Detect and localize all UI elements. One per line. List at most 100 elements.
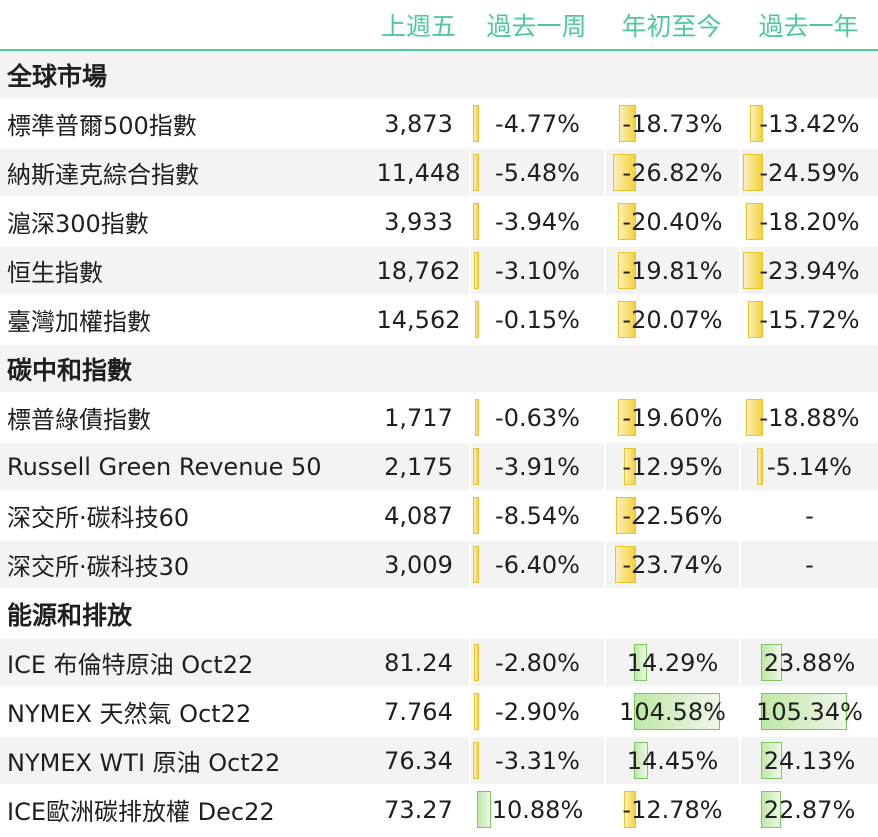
past-week-text: -2.80%	[495, 648, 580, 677]
past-week-bar	[473, 252, 479, 289]
past-week-cell: -6.40%	[469, 541, 604, 590]
past-year-text: -	[805, 550, 814, 579]
ytd-bar	[615, 546, 636, 583]
last-friday-value: 73.27	[368, 786, 469, 835]
last-friday-value: 3,873	[368, 100, 469, 149]
past-week-text: -3.91%	[495, 452, 580, 481]
past-year-cell: 23.88%	[739, 639, 878, 688]
past-year-text: -18.20%	[759, 207, 860, 236]
last-friday-value: 11,448	[368, 149, 469, 198]
past-week-text: -8.54%	[495, 501, 580, 530]
past-year-cell: -18.88%	[739, 394, 878, 443]
past-year-cell: -15.72%	[739, 296, 878, 345]
past-year-text: -15.72%	[759, 305, 860, 334]
last-friday-value: 14,562	[368, 296, 469, 345]
index-name: 恒生指數	[0, 247, 368, 296]
ytd-cell: -12.78%	[604, 786, 739, 835]
ytd-bar	[618, 399, 636, 436]
ytd-bar	[618, 252, 636, 289]
past-week-text: -0.63%	[495, 403, 580, 432]
past-week-bar	[473, 154, 479, 191]
past-year-cell: -5.14%	[739, 443, 878, 492]
past-week-text: -5.48%	[495, 158, 580, 187]
table-row: 深交所·碳科技30 3,009 -6.40% -23.74% -	[0, 541, 878, 590]
ytd-cell: -20.40%	[604, 198, 739, 247]
ytd-cell: 14.45%	[604, 737, 739, 786]
past-week-bar	[473, 742, 479, 779]
past-year-bar	[761, 791, 782, 828]
index-name: 納斯達克綜合指數	[0, 149, 368, 198]
past-week-cell: 10.88%	[469, 786, 604, 835]
table-row: NYMEX 天然氣 Oct22 7.764 -2.90% 104.58% 105.34%	[0, 688, 878, 737]
section-empty-cell	[739, 590, 878, 639]
past-year-text: -	[805, 501, 814, 530]
index-name: 標準普爾500指數	[0, 100, 368, 149]
past-year-text: -24.59%	[759, 158, 860, 187]
past-year-bar	[761, 742, 783, 779]
index-name: 臺灣加權指數	[0, 296, 368, 345]
section-empty-cell	[469, 345, 604, 394]
past-year-text: 105.34%	[756, 697, 863, 726]
past-year-bar	[761, 693, 848, 730]
ytd-bar	[634, 742, 648, 779]
ytd-bar	[623, 791, 636, 828]
index-name: Russell Green Revenue 50	[0, 443, 368, 492]
last-friday-value: 1,717	[368, 394, 469, 443]
ytd-text: -12.78%	[622, 795, 723, 824]
ytd-bar	[623, 448, 636, 485]
ytd-cell: -20.07%	[604, 296, 739, 345]
past-week-bar	[473, 203, 479, 240]
past-week-cell: -4.77%	[469, 100, 604, 149]
past-year-text: -5.14%	[767, 452, 852, 481]
past-year-text: 22.87%	[763, 795, 856, 824]
ytd-text: -22.56%	[622, 501, 723, 530]
header-past-week: 過去一周	[469, 0, 604, 51]
past-year-bar	[746, 203, 763, 240]
past-year-bar	[743, 154, 763, 191]
section-empty-cell	[368, 590, 469, 639]
ytd-bar	[617, 301, 636, 338]
past-year-cell: 22.87%	[739, 786, 878, 835]
past-year-cell: -24.59%	[739, 149, 878, 198]
past-year-text: 24.13%	[763, 746, 856, 775]
table-row: 臺灣加權指數 14,562 -0.15% -20.07% -15.72%	[0, 296, 878, 345]
section-title: 全球市場	[0, 51, 368, 100]
ytd-bar	[634, 693, 720, 730]
past-week-text: -3.31%	[495, 746, 580, 775]
ytd-cell: -22.56%	[604, 492, 739, 541]
past-year-cell: -13.42%	[739, 100, 878, 149]
section-empty-cell	[604, 51, 739, 100]
past-week-cell: -5.48%	[469, 149, 604, 198]
past-week-bar	[473, 644, 479, 681]
section-empty-cell	[739, 345, 878, 394]
ytd-cell: -19.60%	[604, 394, 739, 443]
header-blank	[0, 0, 368, 51]
past-week-cell: -3.31%	[469, 737, 604, 786]
ytd-text: -20.40%	[622, 207, 723, 236]
index-name: 深交所·碳科技60	[0, 492, 368, 541]
section-row: 碳中和指數	[0, 345, 878, 394]
ytd-bar	[634, 644, 648, 681]
ytd-text: -18.73%	[622, 109, 723, 138]
past-year-cell: -	[739, 492, 878, 541]
header-last-friday: 上週五	[368, 0, 469, 51]
ytd-bar	[615, 497, 636, 534]
past-week-text: 10.88%	[491, 795, 584, 824]
last-friday-value: 3,009	[368, 541, 469, 590]
table-row: Russell Green Revenue 50 2,175 -3.91% -12.9…	[0, 443, 878, 492]
ytd-cell: -12.95%	[604, 443, 739, 492]
table-row: 恒生指數 18,762 -3.10% -19.81% -23.94%	[0, 247, 878, 296]
past-week-text: -0.15%	[495, 305, 580, 334]
past-week-cell: -3.10%	[469, 247, 604, 296]
past-week-cell: -2.80%	[469, 639, 604, 688]
ytd-bar	[617, 203, 636, 240]
ytd-cell: -19.81%	[604, 247, 739, 296]
table-row: 滬深300指數 3,933 -3.94% -20.40% -18.20%	[0, 198, 878, 247]
index-name: NYMEX WTI 原油 Oct22	[0, 737, 368, 786]
past-week-text: -6.40%	[495, 550, 580, 579]
table-row: 深交所·碳科技60 4,087 -8.54% -22.56% -	[0, 492, 878, 541]
last-friday-value: 3,933	[368, 198, 469, 247]
index-name: NYMEX 天然氣 Oct22	[0, 688, 368, 737]
section-row: 全球市場	[0, 51, 878, 100]
past-week-cell: -8.54%	[469, 492, 604, 541]
